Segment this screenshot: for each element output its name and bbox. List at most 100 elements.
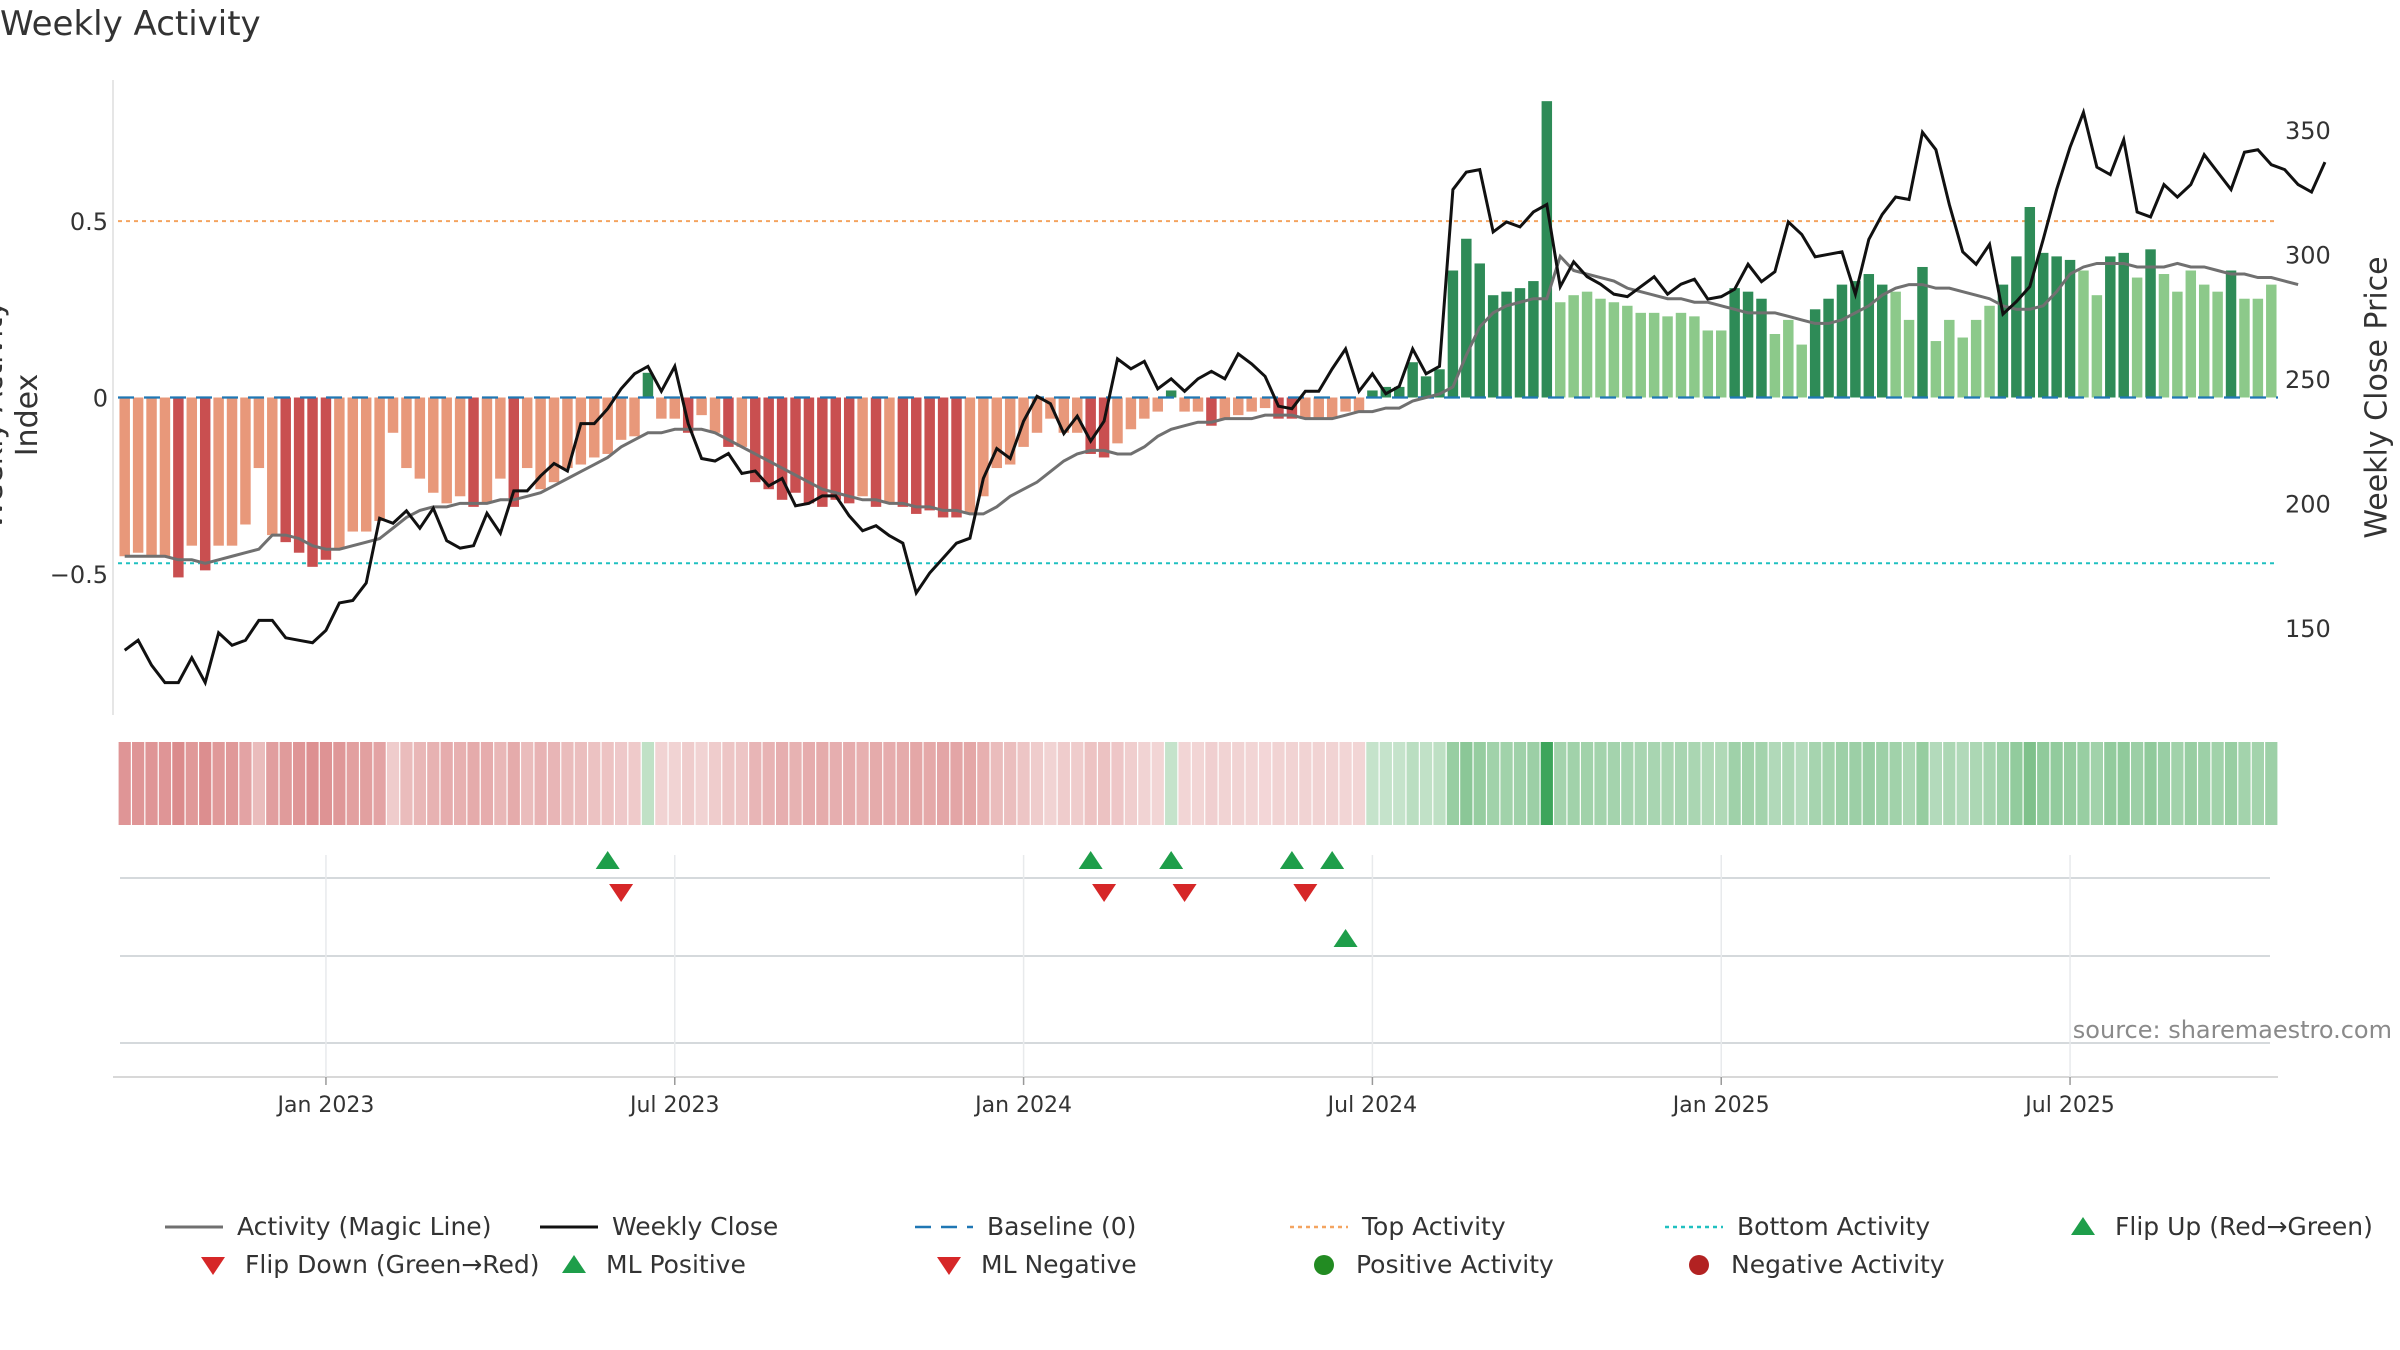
activity-bar (2037, 252, 2049, 398)
activity-bar (1917, 266, 1928, 398)
activity-bar (669, 397, 681, 419)
legend: Activity (Magic Line) Weekly Close Baselin… (0, 1200, 2400, 1290)
activity-bar (937, 397, 949, 518)
activity-bar (226, 397, 238, 546)
heat-cell (829, 742, 842, 825)
activity-bar (267, 397, 278, 536)
heat-cell (1580, 742, 1594, 825)
heat-cell (1782, 742, 1795, 825)
heat-cell (1138, 742, 1151, 825)
activity-heat-strip (118, 742, 2278, 825)
ml-positive-marker (1333, 929, 1358, 947)
activity-bar (1165, 390, 1177, 398)
activity-bar (1394, 386, 1405, 398)
heat-cell (1097, 742, 1111, 825)
activity-bar (589, 397, 600, 458)
heat-cell (1661, 742, 1674, 825)
activity-bar (1662, 316, 1673, 398)
heat-cell (1607, 742, 1621, 825)
x-tick-label: Jul 2025 (2023, 1093, 2115, 1118)
right-tick-label: 150 (2285, 615, 2331, 643)
heat-cell (963, 742, 977, 825)
activity-bar (454, 397, 466, 497)
activity-bar (441, 397, 452, 504)
activity-bar (1622, 305, 1633, 398)
heat-cell (1165, 742, 1178, 825)
activity-bar (2091, 295, 2103, 398)
flip-up-marker (1279, 851, 1304, 869)
activity-bar (2011, 256, 2022, 398)
heat-cell (212, 742, 225, 825)
activity-bar (1474, 263, 1485, 398)
flip-up-marker (1320, 851, 1345, 869)
right-tick-label: 350 (2285, 117, 2331, 145)
activity-bar (293, 397, 305, 553)
heat-cell (2023, 742, 2036, 825)
activity-bar (2064, 259, 2076, 398)
heat-cell (936, 742, 950, 825)
heat-cell (1943, 742, 1956, 825)
activity-bar (1528, 281, 1539, 398)
heat-cell (1071, 742, 1084, 825)
heat-cell (1889, 742, 1902, 825)
activity-bar (1461, 238, 1472, 398)
heat-cell (682, 742, 695, 825)
heat-cell (480, 742, 494, 825)
flip-down-marker (1172, 884, 1197, 902)
heat-cell (1500, 742, 1513, 825)
heat-cell (950, 742, 963, 825)
activity-bar (1125, 397, 1137, 430)
activity-bar (2212, 291, 2223, 398)
heat-cell (1124, 742, 1138, 825)
activity-bar (1246, 397, 1257, 412)
heat-cell (1084, 742, 1097, 825)
heat-cell (252, 742, 265, 825)
heat-cell (843, 742, 856, 825)
legend-item: Activity (Magic Line) (163, 1212, 491, 1241)
activity-bar (1407, 362, 1418, 398)
heat-cell (2211, 742, 2224, 825)
heat-cell (1446, 742, 1460, 825)
heat-cell (1795, 742, 1808, 825)
heat-cell (990, 742, 1003, 825)
legend-item: Flip Down (Green→Red) (193, 1250, 540, 1279)
activity-bar (508, 397, 520, 507)
heat-cell (762, 742, 775, 825)
heat-cell (869, 742, 883, 825)
heat-cell (816, 742, 829, 825)
activity-bar (924, 397, 935, 511)
flip-up-marker (1159, 851, 1184, 869)
legend-label: Top Activity (1362, 1212, 1506, 1241)
activity-bar (1595, 298, 1606, 398)
heat-cell (708, 742, 722, 825)
activity-bar (535, 397, 546, 490)
activity-bar (1796, 344, 1807, 398)
heat-cell (2104, 742, 2117, 825)
activity-bar (1367, 390, 1378, 398)
heat-cell (695, 742, 708, 825)
heat-cell (279, 742, 292, 825)
heat-cell (628, 742, 641, 825)
activity-bar (1179, 397, 1190, 412)
activity-bar (750, 397, 761, 483)
activity-bar (1944, 319, 1955, 398)
activity-bar (2252, 298, 2264, 398)
activity-bar (2105, 256, 2116, 398)
activity-bar (1259, 397, 1271, 409)
heat-cell (413, 742, 426, 825)
activity-bar (575, 397, 587, 465)
heat-cell (293, 742, 306, 825)
heat-cell (2251, 742, 2264, 825)
circle-green-legend-icon (1314, 1254, 1334, 1275)
tri-up-green-legend-icon (2071, 1216, 2095, 1235)
activity-bar (1541, 101, 1553, 398)
activity-bar (830, 397, 841, 500)
activity-bar (870, 397, 882, 507)
heat-cell (386, 742, 400, 825)
heat-cell (1822, 742, 1835, 825)
activity-bar (911, 397, 922, 514)
heat-cell (2224, 742, 2238, 825)
activity-bar (776, 397, 788, 500)
heat-cell (1030, 742, 1044, 825)
activity-bar (1702, 330, 1714, 398)
